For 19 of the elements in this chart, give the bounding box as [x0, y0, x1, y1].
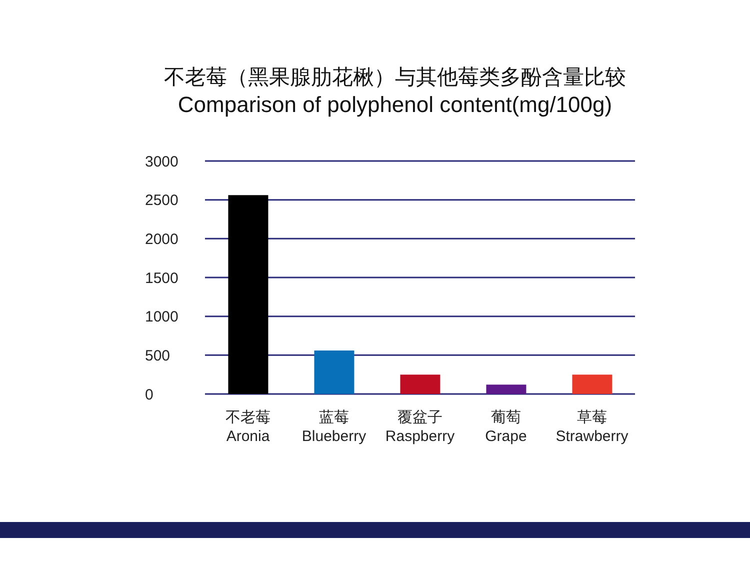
bar	[486, 384, 526, 394]
bar	[228, 195, 268, 394]
bar	[572, 374, 612, 394]
y-tick-label: 500	[145, 347, 170, 364]
chart-title: 不老莓（黑果腺肋花楸）与其他莓类多酚含量比较	[163, 65, 627, 91]
x-tick-label: 草莓 Strawberry	[556, 409, 629, 445]
bar	[314, 350, 354, 394]
x-tick-label: 葡萄 Grape	[485, 409, 527, 445]
bar	[400, 374, 440, 394]
y-tick-label: 1500	[145, 270, 178, 287]
x-tick-label: 蓝莓 Blueberry	[302, 409, 367, 445]
y-tick-label: 2500	[145, 192, 178, 210]
y-tick-label: 1000	[145, 308, 178, 326]
x-tick-label: 覆盆子 Raspberry	[385, 409, 456, 445]
y-tick-label: 2000	[145, 230, 178, 248]
chart-subtitle: Comparison of polyphenol content(mg/100g)	[176, 91, 614, 118]
x-tick-label: 不老莓 Aronia	[226, 409, 270, 445]
y-tick-label: 0	[145, 386, 154, 404]
y-tick-label: 3000	[145, 153, 178, 170]
